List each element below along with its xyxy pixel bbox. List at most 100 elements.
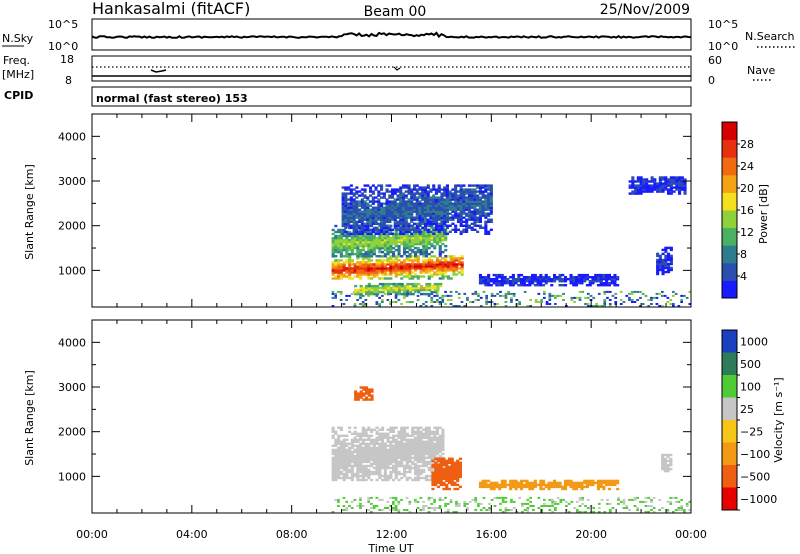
noise-cell bbox=[499, 294, 502, 297]
echo-cell bbox=[553, 481, 557, 485]
echo-cell bbox=[348, 426, 352, 429]
echo-cell bbox=[381, 284, 385, 288]
echo-cell bbox=[616, 284, 620, 287]
echo-cell bbox=[487, 284, 491, 287]
echo-cell bbox=[433, 452, 437, 456]
echo-cell bbox=[352, 226, 356, 229]
echo-cell bbox=[386, 460, 390, 464]
echo-cell bbox=[658, 262, 662, 266]
noise-cell bbox=[353, 303, 357, 305]
echo-cell bbox=[347, 198, 351, 201]
noise-cell bbox=[650, 296, 653, 299]
echo-cell bbox=[434, 465, 438, 468]
noise-cell bbox=[672, 290, 675, 293]
echo-cell bbox=[430, 284, 434, 288]
echo-cell bbox=[402, 210, 406, 213]
echo-cell bbox=[476, 210, 480, 213]
echo-cell bbox=[539, 481, 543, 485]
echo-cell bbox=[408, 456, 412, 460]
echo-cell bbox=[656, 258, 660, 262]
echo-cell bbox=[437, 208, 441, 211]
echo-cell bbox=[443, 186, 447, 189]
echo-cell bbox=[334, 438, 338, 441]
echo-cell bbox=[414, 282, 418, 286]
echo-cell bbox=[667, 266, 671, 270]
noise-cell bbox=[614, 292, 618, 295]
echo-cell bbox=[525, 481, 529, 485]
echo-cell bbox=[511, 276, 515, 279]
echo-cell bbox=[422, 236, 426, 240]
echo-cell bbox=[374, 210, 378, 213]
echo-cell bbox=[403, 240, 407, 244]
echo-cell bbox=[337, 238, 341, 242]
noise-cell bbox=[554, 303, 557, 305]
echo-cell bbox=[426, 198, 430, 201]
echo-cell bbox=[511, 273, 515, 277]
noise-cell bbox=[422, 505, 425, 507]
echo-cell bbox=[459, 200, 463, 203]
echo-cell bbox=[389, 448, 393, 452]
echo-cell bbox=[381, 259, 385, 262]
noise-cell bbox=[562, 292, 565, 295]
echo-cell bbox=[439, 461, 443, 464]
echo-cell bbox=[356, 456, 360, 460]
echo-cell bbox=[411, 448, 415, 452]
echo-cell bbox=[419, 460, 423, 464]
echo-cell bbox=[397, 267, 401, 270]
echo-cell bbox=[433, 273, 437, 276]
echo-cell bbox=[438, 426, 442, 429]
echo-cell bbox=[410, 198, 414, 201]
echo-cell bbox=[375, 466, 379, 470]
noise-cell bbox=[570, 299, 574, 301]
echo-cell bbox=[381, 265, 385, 268]
echo-cell bbox=[426, 190, 430, 193]
echo-cell bbox=[370, 255, 374, 258]
echo-cell bbox=[414, 265, 418, 268]
echo-cell bbox=[334, 263, 338, 266]
echo-cell bbox=[435, 273, 439, 276]
echo-cell bbox=[669, 461, 673, 465]
noise-cell bbox=[578, 496, 582, 499]
echo-cell bbox=[409, 282, 413, 286]
noise-cell bbox=[628, 299, 631, 301]
echo-cell bbox=[422, 286, 426, 290]
echo-cell bbox=[367, 434, 371, 437]
echo-cell bbox=[403, 292, 407, 296]
echo-cell bbox=[367, 261, 371, 264]
echo-cell bbox=[417, 288, 421, 292]
echo-cell bbox=[675, 188, 679, 191]
echo-cell bbox=[397, 478, 401, 482]
echo-cell bbox=[386, 277, 390, 280]
echo-cell bbox=[405, 470, 409, 474]
echo-cell bbox=[385, 202, 389, 205]
echo-cell bbox=[484, 198, 488, 201]
echo-cell bbox=[359, 470, 363, 474]
echo-cell bbox=[334, 250, 338, 254]
echo-cell bbox=[378, 434, 382, 437]
echo-cell bbox=[416, 442, 420, 445]
echo-cell bbox=[442, 471, 446, 475]
echo-cell bbox=[377, 194, 381, 197]
echo-cell bbox=[337, 450, 341, 454]
noise-cell bbox=[551, 498, 554, 501]
echo-cell bbox=[476, 184, 480, 187]
echo-cell bbox=[438, 248, 442, 252]
echo-cell bbox=[359, 434, 363, 437]
echo-cell bbox=[411, 238, 415, 242]
echo-cell bbox=[445, 218, 449, 221]
echo-cell bbox=[372, 271, 376, 274]
echo-cell bbox=[392, 271, 396, 274]
echo-cell bbox=[381, 462, 385, 466]
echo-cell bbox=[661, 459, 665, 463]
echo-cell bbox=[397, 452, 401, 456]
echo-cell bbox=[413, 208, 417, 211]
echo-cell bbox=[577, 481, 581, 485]
echo-cell bbox=[454, 204, 458, 207]
echo-cell bbox=[424, 248, 428, 252]
echo-cell bbox=[353, 252, 357, 256]
noise-cell bbox=[460, 301, 464, 303]
echo-cell bbox=[454, 228, 458, 231]
echo-cell bbox=[487, 276, 491, 279]
echo-cell bbox=[356, 462, 360, 466]
echo-cell bbox=[422, 292, 426, 296]
